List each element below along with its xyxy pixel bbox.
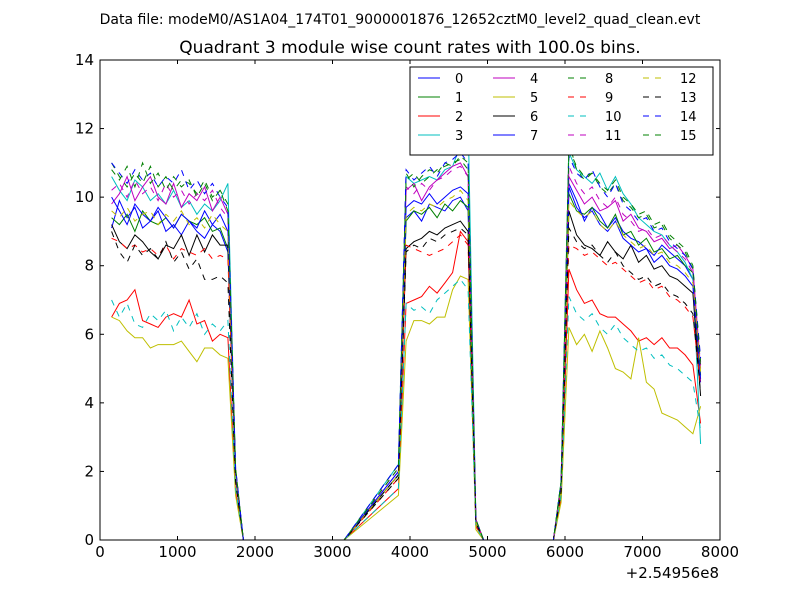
series-line-13 bbox=[111, 226, 702, 541]
series-line-2 bbox=[111, 230, 702, 541]
y-tick-label: 0 bbox=[84, 531, 94, 549]
x-tick-label: 3000 bbox=[313, 543, 351, 561]
legend-label-7: 7 bbox=[530, 129, 538, 144]
x-tick-label: 1000 bbox=[158, 543, 196, 561]
legend-label-13: 13 bbox=[680, 91, 697, 106]
series-line-5 bbox=[111, 275, 702, 541]
legend-label-2: 2 bbox=[455, 110, 463, 125]
legend-label-5: 5 bbox=[530, 91, 538, 106]
series-line-4 bbox=[111, 162, 702, 541]
y-tick-label: 10 bbox=[75, 188, 94, 206]
x-tick-label: 6000 bbox=[546, 543, 584, 561]
x-tick-label: 8000 bbox=[701, 543, 739, 561]
series-layer bbox=[111, 118, 702, 541]
legend-label-12: 12 bbox=[680, 72, 697, 87]
legend-box bbox=[409, 66, 714, 156]
legend-label-11: 11 bbox=[605, 129, 622, 144]
legend-label-1: 1 bbox=[455, 91, 463, 106]
series-line-6 bbox=[111, 210, 702, 541]
series-line-1 bbox=[111, 193, 702, 541]
series-line-3 bbox=[111, 118, 702, 541]
x-tick-label: 4000 bbox=[391, 543, 429, 561]
y-tick-label: 14 bbox=[75, 51, 94, 69]
y-tick-label: 6 bbox=[84, 325, 94, 343]
series-line-9 bbox=[111, 234, 702, 541]
x-tick-label: 0 bbox=[95, 543, 105, 561]
legend-label-15: 15 bbox=[680, 129, 697, 144]
x-tick-label: 7000 bbox=[623, 543, 661, 561]
series-line-15 bbox=[111, 148, 702, 541]
legend-label-10: 10 bbox=[605, 110, 622, 125]
legend-label-4: 4 bbox=[530, 72, 538, 87]
y-tick-label: 4 bbox=[84, 394, 94, 412]
x-tick-label: 2000 bbox=[236, 543, 274, 561]
legend-label-8: 8 bbox=[605, 72, 613, 87]
suptitle: Data file: modeM0/AS1A04_174T01_90000018… bbox=[100, 12, 701, 28]
series-line-12 bbox=[111, 189, 702, 541]
series-line-10 bbox=[111, 278, 702, 541]
legend-label-14: 14 bbox=[680, 110, 697, 125]
y-tick-label: 8 bbox=[84, 257, 94, 275]
series-line-8 bbox=[111, 142, 702, 541]
chart-title: Quadrant 3 module wise count rates with … bbox=[179, 38, 640, 58]
legend-label-0: 0 bbox=[455, 72, 463, 87]
legend-label-9: 9 bbox=[605, 91, 613, 106]
y-tick-label: 12 bbox=[75, 120, 94, 138]
x-offset-label: +2.54956e8 bbox=[626, 564, 719, 582]
y-tick-label: 2 bbox=[84, 462, 94, 480]
legend-label-3: 3 bbox=[455, 129, 463, 144]
legend-label-6: 6 bbox=[530, 110, 538, 125]
x-tick-label: 5000 bbox=[468, 543, 506, 561]
axes-layer: 0 1000 2000 3000 4000 5000 6000 7000 80000246810… bbox=[75, 51, 739, 561]
